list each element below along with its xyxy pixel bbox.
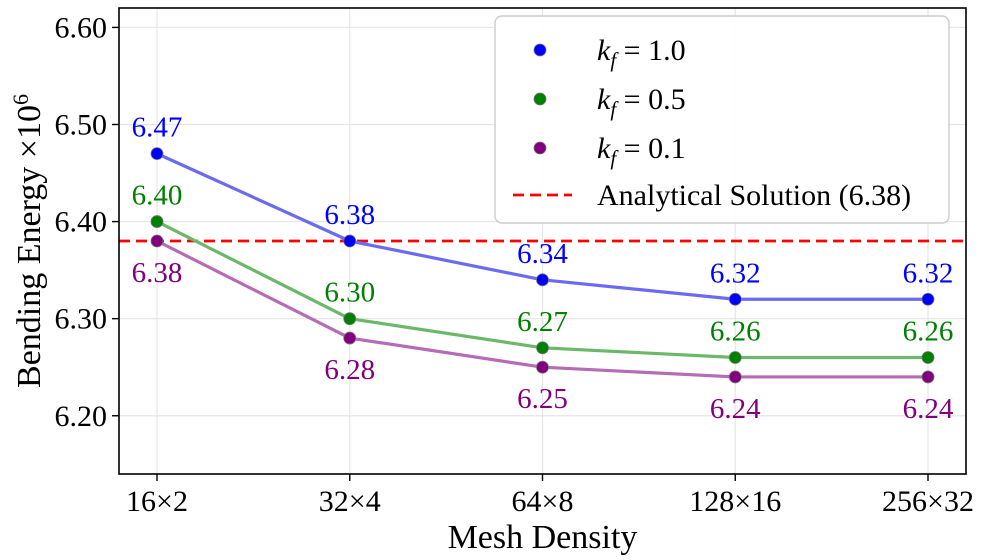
- y-axis: 6.20 6.30 6.40 6.50 6.60: [55, 11, 119, 433]
- data-point: [150, 147, 164, 161]
- legend-label: kf = 1.0: [597, 34, 686, 72]
- data-label: 6.32: [903, 257, 954, 289]
- x-tick-label: 256×32: [882, 485, 974, 518]
- data-label: 6.32: [710, 257, 761, 289]
- data-label: 6.26: [903, 316, 954, 348]
- data-point: [728, 351, 742, 364]
- data-point: [536, 273, 549, 287]
- data-label: 6.26: [710, 316, 761, 348]
- x-tick-label: 64×8: [512, 485, 574, 518]
- legend: kf = 1.0 kf = 0.5 kf = 0.1 Analytical Solut…: [494, 15, 950, 224]
- data-label: 6.34: [517, 238, 568, 270]
- series-2: 6.40 6.30 6.27 6.26 6.26: [132, 180, 954, 364]
- legend-box: [494, 15, 950, 224]
- data-label: 6.30: [324, 277, 375, 309]
- data-point: [728, 292, 742, 306]
- data-label: 6.47: [132, 112, 183, 144]
- legend-marker: [533, 92, 547, 106]
- data-point: [343, 234, 357, 248]
- y-tick-label: 6.50: [55, 109, 108, 142]
- y-axis-title-text: Bending Energy ×10: [11, 105, 48, 388]
- data-point: [536, 360, 549, 374]
- x-tick-label: 16×2: [126, 485, 188, 518]
- data-label: 6.28: [324, 354, 375, 386]
- x-tick-label: 32×4: [319, 485, 381, 518]
- data-point: [343, 331, 357, 345]
- data-label: 6.38: [132, 257, 183, 289]
- data-label: 6.27: [517, 306, 568, 338]
- data-point: [921, 351, 935, 364]
- data-point: [728, 370, 742, 384]
- data-label: 6.25: [517, 383, 568, 415]
- data-point: [150, 234, 164, 248]
- series-1: 6.47 6.38 6.34 6.32 6.32: [132, 112, 954, 306]
- y-tick-label: 6.60: [55, 11, 108, 44]
- y-axis-title-exponent: 6: [8, 94, 33, 105]
- data-point: [536, 341, 549, 355]
- legend-label: kf = 0.5: [597, 83, 686, 121]
- data-point: [921, 370, 935, 384]
- legend-label: kf = 0.1: [597, 132, 686, 170]
- y-tick-label: 6.30: [55, 303, 108, 336]
- x-axis-title: Mesh Density: [448, 519, 638, 556]
- data-point: [343, 312, 357, 326]
- y-axis-title: Bending Energy ×106: [8, 94, 48, 388]
- data-point: [150, 215, 164, 228]
- y-tick-label: 6.20: [55, 400, 108, 433]
- data-label: 6.24: [710, 393, 761, 425]
- series-3: 6.38 6.28 6.25 6.24 6.24: [132, 234, 954, 425]
- legend-marker: [533, 43, 547, 57]
- x-tick-label: 128×16: [689, 485, 781, 518]
- x-axis: 16×2 32×4 64×8 128×16 256×32: [126, 474, 974, 518]
- legend-label-reference: Analytical Solution (6.38): [597, 179, 911, 212]
- data-label: 6.40: [132, 180, 183, 212]
- legend-marker: [533, 141, 547, 155]
- data-point: [921, 292, 935, 306]
- series-group: 6.47 6.38 6.34 6.32 6.32 6.40 6.30 6.27 6.26 6.26…: [132, 112, 954, 425]
- data-label: 6.24: [903, 393, 954, 425]
- y-tick-label: 6.40: [55, 206, 108, 239]
- data-label: 6.38: [324, 199, 375, 231]
